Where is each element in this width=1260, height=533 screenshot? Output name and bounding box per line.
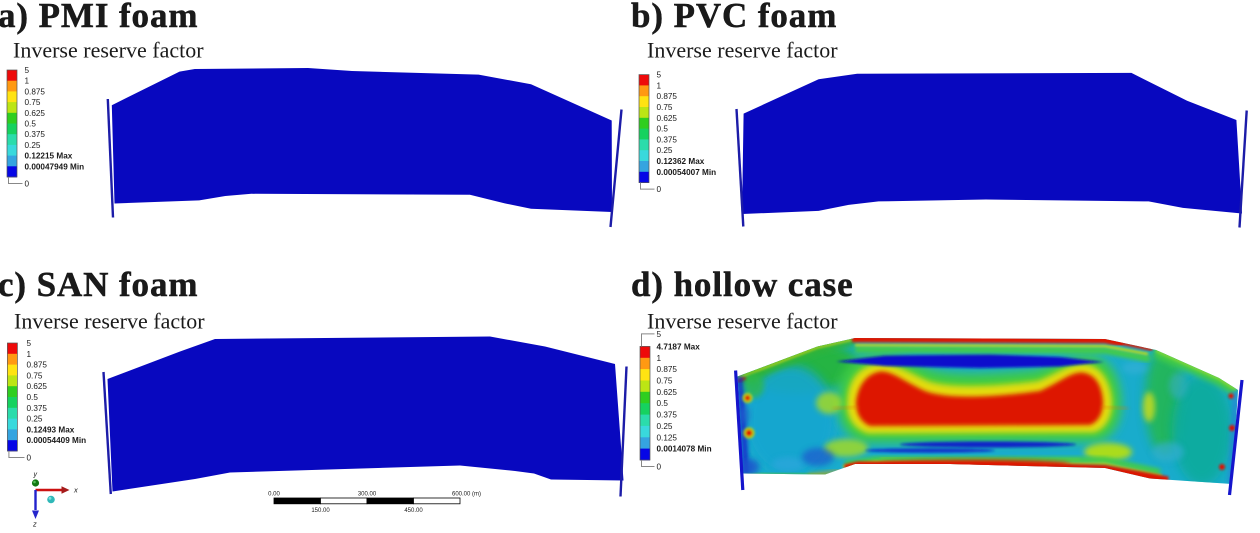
svg-text:0: 0 [657,185,662,194]
svg-text:b) PVC foam: b) PVC foam [631,0,837,35]
svg-text:0.00054007 Min: 0.00054007 Min [657,168,717,177]
svg-text:0.12493 Max: 0.12493 Max [27,425,75,434]
svg-text:z: z [32,520,37,529]
svg-text:0.12215 Max: 0.12215 Max [25,152,73,161]
svg-text:0.5: 0.5 [657,399,669,408]
svg-text:0: 0 [25,180,30,189]
svg-text:0.375: 0.375 [27,404,48,413]
svg-text:0: 0 [27,454,32,463]
svg-text:0.00047949 Min: 0.00047949 Min [25,162,85,171]
svg-text:0.75: 0.75 [657,103,673,112]
svg-text:x: x [73,486,78,495]
svg-text:Inverse reserve factor: Inverse reserve factor [647,38,838,63]
svg-text:0.875: 0.875 [657,92,678,101]
svg-text:c) SAN foam: c) SAN foam [0,265,198,304]
svg-text:0.5: 0.5 [25,120,37,129]
svg-text:5: 5 [657,330,662,339]
svg-text:450.00: 450.00 [404,508,423,514]
svg-text:0.625: 0.625 [657,388,678,397]
svg-text:0.625: 0.625 [27,382,48,391]
svg-text:0.75: 0.75 [657,377,673,386]
svg-text:0.875: 0.875 [657,365,678,374]
svg-text:0.875: 0.875 [25,87,46,96]
svg-text:0.375: 0.375 [25,130,46,139]
svg-text:0.25: 0.25 [657,146,673,155]
svg-text:0.25: 0.25 [25,141,41,150]
svg-text:Inverse reserve factor: Inverse reserve factor [647,309,838,334]
svg-text:0.375: 0.375 [657,411,678,420]
svg-text:0.625: 0.625 [657,114,678,123]
svg-text:0.00: 0.00 [268,492,280,498]
svg-text:0.5: 0.5 [657,125,669,134]
svg-text:5: 5 [25,66,30,75]
svg-text:0.875: 0.875 [27,361,48,370]
svg-text:Inverse reserve factor: Inverse reserve factor [14,309,205,334]
svg-text:0.0014078 Min: 0.0014078 Min [657,445,712,454]
svg-text:0.75: 0.75 [27,371,43,380]
svg-text:1: 1 [657,354,662,363]
svg-text:0.625: 0.625 [25,109,46,118]
svg-text:a) PMI foam: a) PMI foam [0,0,198,35]
svg-text:150.00: 150.00 [311,508,330,514]
svg-text:4.7187 Max: 4.7187 Max [657,342,701,351]
svg-text:0.00054409 Min: 0.00054409 Min [27,436,87,445]
svg-text:0.25: 0.25 [27,415,43,424]
svg-text:0.375: 0.375 [657,135,678,144]
svg-text:1: 1 [27,350,32,359]
svg-text:0.75: 0.75 [25,98,41,107]
svg-text:0: 0 [657,463,662,472]
svg-text:0.12362 Max: 0.12362 Max [657,157,705,166]
svg-text:0.5: 0.5 [27,393,39,402]
svg-text:5: 5 [27,339,32,348]
svg-text:0.25: 0.25 [657,422,673,431]
svg-text:1: 1 [657,81,662,90]
svg-text:300.00: 300.00 [358,492,377,498]
svg-text:600.00 (m): 600.00 (m) [452,492,481,498]
svg-text:0.125: 0.125 [657,433,678,442]
svg-text:Inverse reserve factor: Inverse reserve factor [13,38,204,63]
svg-text:5: 5 [657,71,662,80]
svg-text:y: y [33,472,38,479]
svg-text:1: 1 [25,77,30,86]
svg-text:d) hollow case: d) hollow case [631,265,854,304]
